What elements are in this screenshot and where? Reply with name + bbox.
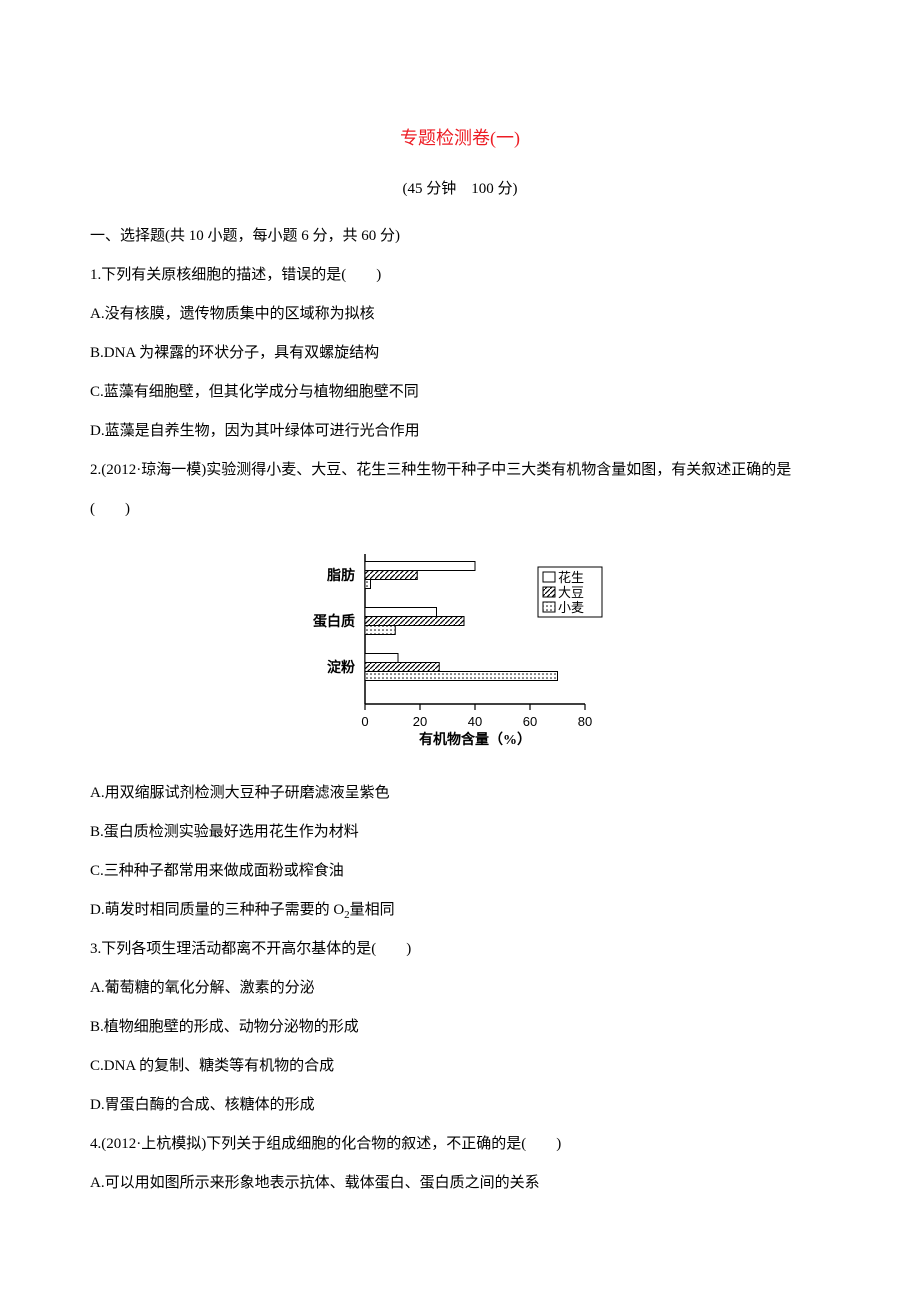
- q1-option-c: C.蓝藻有细胞壁，但其化学成分与植物细胞壁不同: [90, 373, 830, 412]
- y-label-protein: 蛋白质: [313, 613, 355, 630]
- q2-option-d: D.萌发时相同质量的三种种子需要的 O2量相同: [90, 891, 830, 930]
- svg-text:80: 80: [578, 714, 592, 729]
- y-label-starch-text: 淀粉: [327, 659, 355, 676]
- q1-option-a: A.没有核膜，遗传物质集中的区域称为拟核: [90, 295, 830, 334]
- q2-option-a: A.用双缩脲试剂检测大豆种子研磨滤液呈紫色: [90, 774, 830, 813]
- y-label-fat: 脂肪: [326, 567, 355, 584]
- chart-svg: 0 20 40 60 80 脂肪 蛋白质 淀粉 有机物含量（%） 花生 大豆 小麦: [305, 544, 615, 759]
- legend-swatch-peanut: [543, 572, 555, 582]
- legend-label-peanut: 花生: [558, 570, 584, 585]
- page-subtitle: (45 分钟 100 分): [90, 170, 830, 209]
- q1-option-d: D.蓝藻是自养生物，因为其叶绿体可进行光合作用: [90, 412, 830, 451]
- q4-stem: 4.(2012·上杭模拟)下列关于组成细胞的化合物的叙述，不正确的是( ): [90, 1125, 830, 1164]
- legend-swatch-wheat: [543, 602, 555, 612]
- q3-option-a: A.葡萄糖的氧化分解、激素的分泌: [90, 969, 830, 1008]
- page-title: 专题检测卷(一): [90, 115, 830, 162]
- q2-stem: 2.(2012·琼海一模)实验测得小麦、大豆、花生三种生物干种子中三大类有机物含…: [90, 451, 830, 529]
- legend-label-wheat: 小麦: [558, 600, 584, 615]
- q2-d-part1: D.萌发时相同质量的三种种子需要的 O: [90, 902, 344, 918]
- y-label-starch: 淀粉: [327, 659, 355, 676]
- svg-text:60: 60: [523, 714, 537, 729]
- q3-stem: 3.下列各项生理活动都离不开高尔基体的是( ): [90, 930, 830, 969]
- y-label-protein-text: 蛋白质: [313, 613, 355, 630]
- chart-bars: [365, 561, 558, 680]
- q1-option-b: B.DNA 为裸露的环状分子，具有双螺旋结构: [90, 334, 830, 373]
- legend-label-soybean: 大豆: [558, 585, 584, 600]
- svg-text:40: 40: [468, 714, 482, 729]
- svg-text:0: 0: [361, 714, 368, 729]
- q2-d-part2: 量相同: [350, 902, 395, 918]
- y-label-fat-text: 脂肪: [326, 567, 355, 584]
- section-header-1: 一、选择题(共 10 小题，每小题 6 分，共 60 分): [90, 217, 830, 256]
- x-axis-ticks: 0 20 40 60 80: [361, 704, 592, 729]
- q3-option-c: C.DNA 的复制、糖类等有机物的合成: [90, 1047, 830, 1086]
- q4-option-a: A.可以用如图所示来形象地表示抗体、载体蛋白、蛋白质之间的关系: [90, 1164, 830, 1203]
- q1-stem: 1.下列有关原核细胞的描述，错误的是( ): [90, 256, 830, 295]
- x-axis-label: 有机物含量（%）: [419, 731, 531, 748]
- q3-option-b: B.植物细胞壁的形成、动物分泌物的形成: [90, 1008, 830, 1047]
- svg-text:20: 20: [413, 714, 427, 729]
- bar-chart-organic-content: 0 20 40 60 80 脂肪 蛋白质 淀粉 有机物含量（%） 花生 大豆 小麦: [305, 544, 615, 759]
- q2-option-b: B.蛋白质检测实验最好选用花生作为材料: [90, 813, 830, 852]
- legend-swatch-soybean: [543, 587, 555, 597]
- q3-option-d: D.胃蛋白酶的合成、核糖体的形成: [90, 1086, 830, 1125]
- q2-option-c: C.三种种子都常用来做成面粉或榨食油: [90, 852, 830, 891]
- chart-legend: 花生 大豆 小麦: [538, 567, 602, 617]
